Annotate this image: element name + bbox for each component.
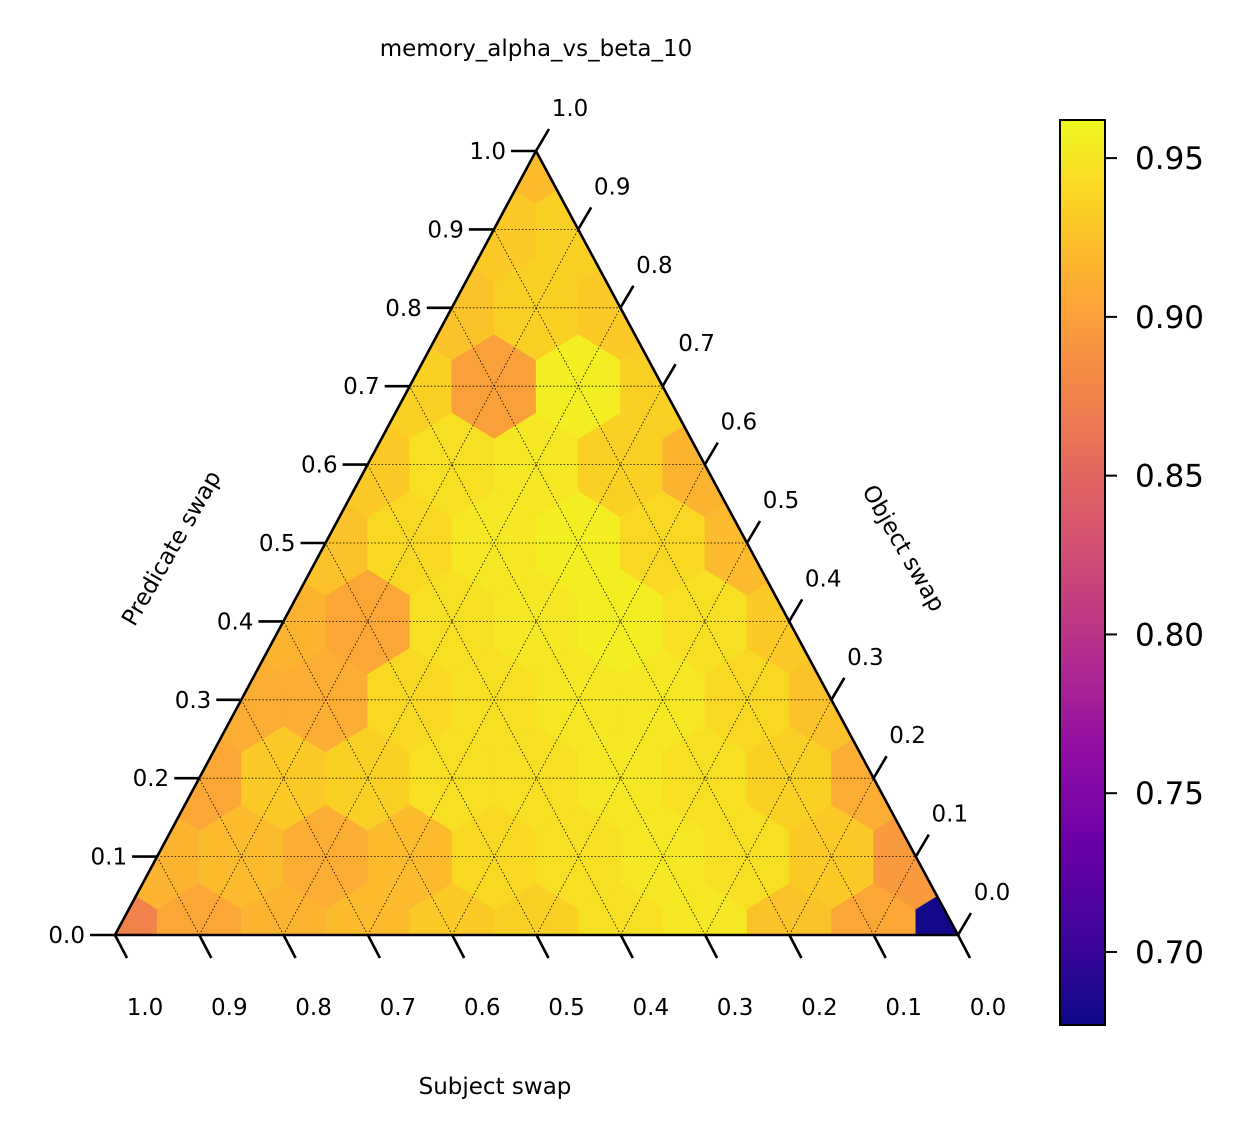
gridline (198, 229, 579, 936)
colorbar-tick-label: 0.80 (1135, 617, 1204, 653)
tick-label: 0.2 (801, 995, 838, 1021)
tick-label: 0.5 (259, 531, 296, 557)
tick-mark (113, 934, 129, 959)
gridline (240, 699, 369, 936)
tick-label: 0.3 (717, 995, 754, 1021)
gridline (704, 699, 832, 936)
tick-mark (956, 934, 972, 959)
tick-label: 0.0 (970, 995, 1007, 1021)
tick-label: 0.6 (301, 453, 338, 479)
tick-label: 1.0 (552, 96, 589, 122)
bottom-axis-label: Subject swap (419, 1074, 572, 1100)
tick-label: 0.5 (763, 488, 800, 514)
gridline (493, 229, 875, 936)
gridline (156, 856, 200, 936)
tick-label: 0.8 (295, 995, 332, 1021)
tick-label: 0.5 (548, 995, 585, 1021)
tick-label: 1.0 (127, 995, 164, 1021)
gridline (873, 856, 917, 936)
tick-mark (535, 934, 550, 959)
colorbar-tick-label: 0.75 (1135, 776, 1204, 812)
tick-label: 0.6 (721, 410, 758, 436)
tick-label: 0.1 (91, 845, 128, 871)
tick-mark (534, 128, 551, 152)
tick-label: 0.9 (594, 174, 631, 200)
tick-mark (577, 206, 593, 231)
gridline (789, 778, 874, 936)
tick-label: 0.8 (385, 296, 422, 322)
gridline (409, 386, 706, 936)
left-axis-label: Predicate swap (117, 467, 227, 631)
colorbar-tick-label: 0.85 (1135, 459, 1204, 495)
tick-mark (956, 912, 973, 936)
gridline (536, 542, 748, 936)
tick-label: 0.3 (847, 645, 884, 671)
tick-mark (451, 934, 466, 959)
tick-mark (914, 833, 930, 858)
tick-label: 0.1 (885, 995, 922, 1021)
colorbar: 0.70 0.75 0.80 0.85 0.90 0.95 (1059, 119, 1204, 1026)
colorbar-tick-label: 0.70 (1135, 935, 1204, 971)
colorbar-tick-label: 0.90 (1135, 300, 1204, 336)
tick-label: 0.7 (678, 331, 715, 357)
gridline (367, 464, 622, 936)
colorbar-tick-label: 0.95 (1135, 141, 1204, 177)
tick-label: 1.0 (469, 139, 506, 165)
tick-label: 0.4 (217, 609, 254, 635)
tick-label: 0.1 (932, 802, 969, 828)
tick-mark (282, 934, 297, 959)
tick-mark (872, 934, 887, 959)
tick-label: 0.2 (133, 766, 170, 792)
colorbar-gradient (1059, 119, 1106, 1026)
triangle-gridlines (156, 228, 917, 936)
right-axis-label: Object swap (856, 481, 949, 617)
tick-mark (788, 598, 804, 623)
tick-mark (830, 677, 846, 701)
tick-label: 0.7 (343, 374, 380, 400)
tick-label: 0.9 (427, 217, 464, 243)
tick-mark (788, 934, 803, 959)
tick-label: 0.0 (48, 923, 85, 949)
tick-mark (198, 934, 213, 959)
tick-label: 0.9 (211, 995, 248, 1021)
colorbar-ticks: 0.70 0.75 0.80 0.85 0.90 0.95 (1105, 141, 1204, 971)
gridline (367, 386, 663, 936)
tick-mark (703, 934, 719, 959)
tick-label: 0.6 (464, 995, 501, 1021)
tick-label: 0.3 (175, 688, 212, 714)
tick-label: 0.8 (636, 253, 673, 279)
tick-mark (872, 755, 888, 779)
tick-mark (703, 441, 719, 466)
tick-label: 0.7 (380, 995, 417, 1021)
gridline (198, 778, 284, 936)
tick-label: 0.4 (633, 995, 670, 1021)
tick-label: 0.0 (974, 880, 1011, 906)
tick-mark (366, 934, 382, 959)
axis-ticks: 0.0 0.0 1.0 0.1 0.1 0.9 0.2 0.2 0.8 0.3 0.3 0.7 0.4 0… (48, 96, 1010, 1021)
tick-mark (619, 934, 634, 959)
tick-label: 0.2 (889, 723, 926, 749)
tick-mark (661, 363, 677, 387)
gridline (325, 542, 537, 936)
tick-mark (745, 520, 762, 544)
tick-mark (619, 285, 635, 309)
heatmap-cell (115, 882, 158, 935)
tick-label: 0.4 (805, 566, 842, 592)
chart-title: memory_alpha_vs_beta_10 (380, 36, 693, 62)
